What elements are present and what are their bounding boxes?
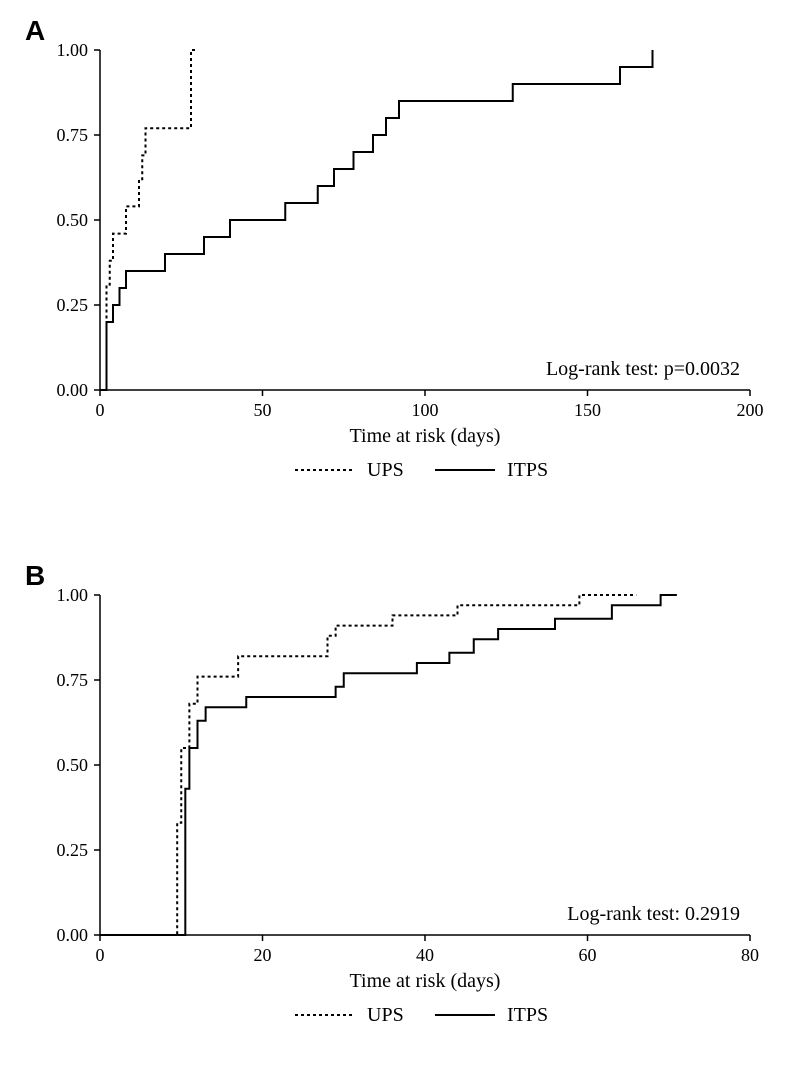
y-tick-label: 0.00 [57, 925, 89, 945]
x-tick-label: 100 [412, 400, 439, 420]
x-tick-label: 40 [416, 945, 434, 965]
legend-label-ups: UPS [367, 459, 404, 481]
panel-label: B [25, 560, 45, 591]
x-tick-label: 60 [579, 945, 597, 965]
series-line [100, 595, 677, 935]
x-tick-label: 20 [254, 945, 272, 965]
x-tick-label: 80 [741, 945, 759, 965]
panel-label: A [25, 15, 45, 46]
x-axis-label: Time at risk (days) [350, 970, 501, 992]
y-tick-label: 0.25 [57, 840, 89, 860]
y-tick-label: 0.50 [57, 210, 89, 230]
series-line [100, 50, 198, 390]
series-line [100, 50, 653, 390]
log-rank-annotation: Log-rank test: p=0.0032 [546, 358, 740, 380]
y-tick-label: 0.00 [57, 380, 89, 400]
y-tick-label: 1.00 [57, 585, 89, 605]
chart-panels: A0.000.250.500.751.00050100150200Time at… [10, 10, 775, 1073]
y-tick-label: 0.75 [57, 125, 89, 145]
chart-svg: A0.000.250.500.751.00050100150200Time at… [10, 10, 785, 1073]
x-tick-label: 0 [96, 400, 105, 420]
x-tick-label: 50 [254, 400, 272, 420]
y-tick-label: 1.00 [57, 40, 89, 60]
legend-label-itps: ITPS [507, 1004, 548, 1026]
y-tick-label: 0.75 [57, 670, 89, 690]
series-line [100, 595, 636, 935]
x-tick-label: 200 [737, 400, 764, 420]
y-tick-label: 0.50 [57, 755, 89, 775]
legend-label-ups: UPS [367, 1004, 404, 1026]
x-axis-label: Time at risk (days) [350, 425, 501, 447]
x-tick-label: 0 [96, 945, 105, 965]
y-tick-label: 0.25 [57, 295, 89, 315]
legend-label-itps: ITPS [507, 459, 548, 481]
x-tick-label: 150 [574, 400, 601, 420]
log-rank-annotation: Log-rank test: 0.2919 [567, 903, 740, 925]
